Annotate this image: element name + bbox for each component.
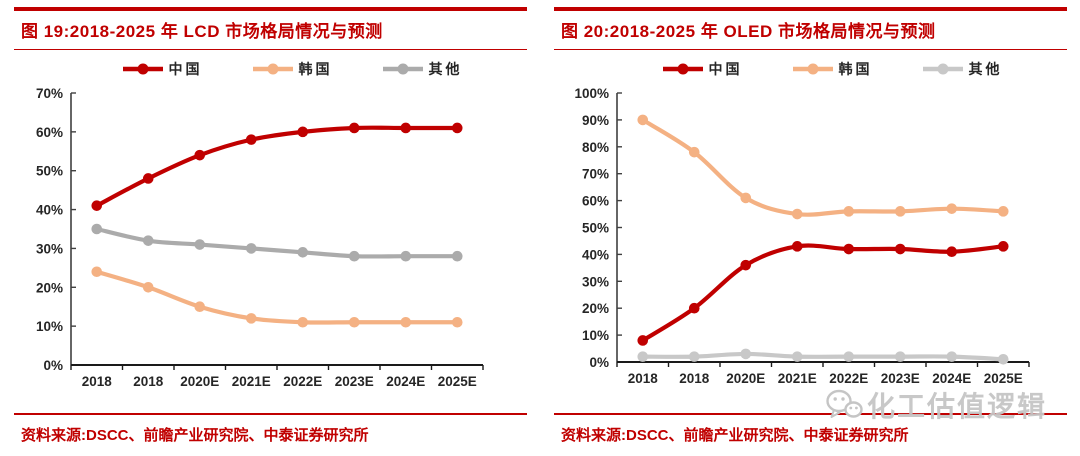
svg-text:0%: 0% xyxy=(589,355,609,370)
svg-text:70%: 70% xyxy=(36,86,63,101)
svg-text:100%: 100% xyxy=(574,86,609,101)
svg-text:50%: 50% xyxy=(582,221,609,236)
svg-text:2022E: 2022E xyxy=(283,374,322,389)
svg-text:70%: 70% xyxy=(582,167,609,182)
legend-item-korea: 韩国 xyxy=(792,59,873,79)
legend-label-china: 中国 xyxy=(708,61,743,77)
lcd-source-note: 资料来源:DSCC、前瞻产业研究院、中泰证券研究所 xyxy=(14,413,527,445)
legend-label-korea: 韩国 xyxy=(298,61,333,77)
svg-text:2018: 2018 xyxy=(82,374,113,389)
svg-text:0%: 0% xyxy=(43,358,63,373)
oled-chart-legend: 中国 韩国 其他 xyxy=(584,57,1080,81)
svg-text:30%: 30% xyxy=(582,274,609,289)
svg-text:60%: 60% xyxy=(582,194,609,209)
svg-text:2022E: 2022E xyxy=(829,371,868,386)
svg-text:2018: 2018 xyxy=(679,371,710,386)
svg-text:2018: 2018 xyxy=(628,371,659,386)
svg-text:20%: 20% xyxy=(36,280,63,295)
china-line-marker-icon xyxy=(122,63,163,75)
svg-text:10%: 10% xyxy=(36,319,63,334)
source-text: 资料来源:DSCC、前瞻产业研究院、中泰证券研究所 xyxy=(21,427,369,444)
svg-text:50%: 50% xyxy=(36,164,63,179)
lcd-line-chart: 0% 10% 20% 30% 40% 50% 60% 70% 2018 2018 2020E 2021… xyxy=(36,86,484,389)
svg-text:2024E: 2024E xyxy=(386,374,425,389)
figure-20-oled-panel: 图 20:2018-2025 年 OLED 市场格局情况与预测 中国 韩国 xyxy=(540,0,1080,456)
legend-item-korea: 韩国 xyxy=(252,59,333,79)
figure-19-title: 图 19:2018-2025 年 LCD 市场格局情况与预测 xyxy=(14,7,527,50)
watermark-text: 化工估值逻辑 xyxy=(867,391,1048,422)
figure-19-lcd-panel: 图 19:2018-2025 年 LCD 市场格局情况与预测 中国 韩国 xyxy=(14,7,540,445)
legend-label-korea: 韩国 xyxy=(838,61,873,77)
figure-title-text: 图 20:2018-2025 年 OLED 市场格局情况与预测 xyxy=(561,22,936,41)
source-text: 资料来源:DSCC、前瞻产业研究院、中泰证券研究所 xyxy=(561,427,909,444)
legend-label-other: 其他 xyxy=(968,61,1003,77)
svg-text:2023E: 2023E xyxy=(881,371,920,386)
svg-text:40%: 40% xyxy=(582,247,609,262)
wechat-icon xyxy=(826,389,863,418)
svg-text:2021E: 2021E xyxy=(778,371,817,386)
svg-text:2023E: 2023E xyxy=(335,374,374,389)
other-line-marker-icon xyxy=(382,63,423,75)
watermark: 化工估值逻辑 xyxy=(825,385,1047,425)
svg-text:2020E: 2020E xyxy=(726,371,765,386)
svg-text:2025E: 2025E xyxy=(984,371,1023,386)
svg-text:30%: 30% xyxy=(36,241,63,256)
svg-text:2025E: 2025E xyxy=(438,374,477,389)
svg-text:60%: 60% xyxy=(36,125,63,140)
svg-text:2018: 2018 xyxy=(133,374,164,389)
korea-line-marker-icon xyxy=(252,63,293,75)
lcd-chart-legend: 中国 韩国 其他 xyxy=(44,57,540,81)
figure-title-text: 图 19:2018-2025 年 LCD 市场格局情况与预测 xyxy=(21,22,383,41)
oled-line-chart: 0% 10% 20% 30% 40% 50% 60% 70% 80% 90% 100% 2018 201… xyxy=(574,86,1030,386)
svg-text:2020E: 2020E xyxy=(180,374,219,389)
svg-text:10%: 10% xyxy=(582,328,609,343)
svg-text:80%: 80% xyxy=(582,140,609,155)
svg-text:40%: 40% xyxy=(36,203,63,218)
china-line-marker-icon xyxy=(662,63,703,75)
svg-text:90%: 90% xyxy=(582,113,609,128)
legend-item-other: 其他 xyxy=(382,59,463,79)
legend-item-china: 中国 xyxy=(122,59,203,79)
legend-item-other: 其他 xyxy=(922,59,1003,79)
korea-line-marker-icon xyxy=(792,63,833,75)
svg-text:2021E: 2021E xyxy=(232,374,271,389)
legend-item-china: 中国 xyxy=(662,59,743,79)
svg-text:20%: 20% xyxy=(582,301,609,316)
figure-20-title: 图 20:2018-2025 年 OLED 市场格局情况与预测 xyxy=(554,7,1067,50)
legend-label-china: 中国 xyxy=(168,61,203,77)
oled-source-note: 资料来源:DSCC、前瞻产业研究院、中泰证券研究所 xyxy=(554,413,1067,445)
legend-label-other: 其他 xyxy=(428,61,463,77)
svg-text:2024E: 2024E xyxy=(932,371,971,386)
other-line-marker-icon xyxy=(922,63,963,75)
